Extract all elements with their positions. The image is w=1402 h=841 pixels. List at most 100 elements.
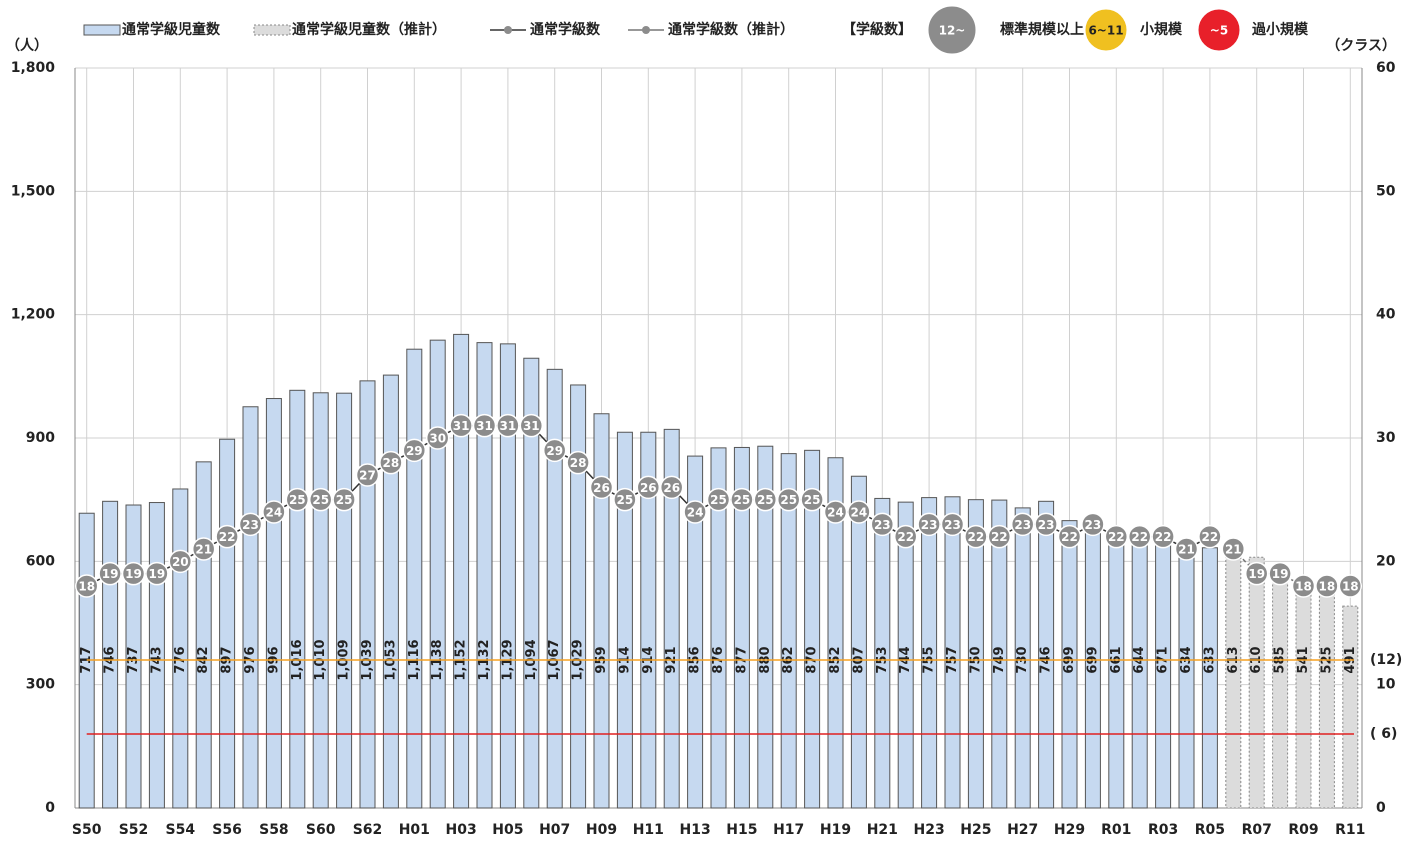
bar <box>663 428 680 809</box>
point-label: 31 <box>500 419 517 433</box>
scale-mark: 12~ <box>939 24 966 38</box>
bar <box>289 389 306 809</box>
bar <box>499 343 516 809</box>
bar <box>406 348 423 809</box>
x-tick-label: S62 <box>353 822 383 838</box>
point <box>145 561 169 586</box>
point-label: 31 <box>476 419 493 433</box>
point-label: 25 <box>617 493 634 507</box>
bar <box>687 455 704 809</box>
point <box>425 426 450 450</box>
x-tick-label: S52 <box>119 822 149 838</box>
x-tick-label: H27 <box>1007 822 1038 838</box>
bar <box>476 342 493 809</box>
y2-tick-label: 20 <box>1376 553 1396 569</box>
y2-axis-label: （クラス） <box>1326 38 1396 54</box>
bar <box>593 413 610 809</box>
point <box>121 561 146 586</box>
bar <box>1131 542 1148 809</box>
point <box>496 413 520 438</box>
scale-label: 小規模 <box>1140 21 1183 38</box>
bar <box>265 398 282 809</box>
point <box>589 475 614 500</box>
bar <box>1318 591 1335 809</box>
point-label: 21 <box>1178 543 1195 557</box>
point-label: 19 <box>149 567 166 581</box>
point <box>1174 537 1199 561</box>
point-label: 23 <box>921 518 938 532</box>
bar <box>312 392 329 809</box>
x-tick-label: R11 <box>1335 822 1365 838</box>
bar <box>757 445 774 809</box>
point <box>893 524 918 549</box>
y-tick-label: 1,800 <box>11 60 56 76</box>
x-tick-label: S56 <box>212 822 242 838</box>
legend-label: 通常学級児童数（推計） <box>292 21 446 38</box>
y2-tick-label: 30 <box>1376 430 1396 446</box>
point-label: 25 <box>757 493 774 507</box>
point <box>964 524 988 549</box>
point-label: 19 <box>102 567 119 581</box>
point-label: 22 <box>991 530 1008 544</box>
x-tick-label: H19 <box>820 822 851 838</box>
x-tick-label: H17 <box>773 822 804 838</box>
point <box>1104 524 1129 549</box>
point <box>1244 561 1269 586</box>
y-tick-label: 0 <box>45 800 55 816</box>
y-tick-label: 300 <box>26 677 55 693</box>
legend-label: 通常学級数（推計） <box>668 21 794 38</box>
point <box>1081 512 1105 537</box>
point-label: 24 <box>266 506 283 520</box>
bar <box>616 431 633 809</box>
bar <box>804 449 821 809</box>
bar <box>523 357 540 809</box>
point-label: 25 <box>336 493 353 507</box>
point <box>519 413 544 438</box>
y2-tick-label: 60 <box>1376 60 1396 76</box>
x-tick-label: R07 <box>1242 822 1272 838</box>
bar <box>429 339 446 809</box>
x-tick-label: H25 <box>960 822 991 838</box>
bar <box>1225 555 1242 809</box>
x-tick-label: S60 <box>306 822 336 838</box>
x-tick-label: R01 <box>1101 822 1131 838</box>
y2-tick-label: 50 <box>1376 183 1396 199</box>
point-label: 22 <box>968 530 985 544</box>
point-label: 19 <box>125 567 142 581</box>
point <box>1057 524 1082 549</box>
scale-mark: 6~11 <box>1088 24 1123 38</box>
point-label: 28 <box>383 456 400 470</box>
point <box>74 574 99 598</box>
point <box>940 512 965 537</box>
point-label: 29 <box>546 444 563 458</box>
point <box>1291 574 1316 598</box>
point <box>449 413 473 438</box>
y-tick-label: 600 <box>26 553 55 569</box>
bar <box>967 499 984 809</box>
legend-label: 通常学級数 <box>530 21 601 38</box>
point-label: 18 <box>78 580 95 594</box>
point <box>706 487 731 512</box>
y2-tick-label: 0 <box>1376 800 1386 816</box>
bar <box>382 374 399 809</box>
x-tick-label: R03 <box>1148 822 1178 838</box>
x-tick-label: H05 <box>492 822 523 838</box>
point-label: 26 <box>663 481 680 495</box>
bar <box>195 461 212 809</box>
bar <box>570 384 587 809</box>
point-label: 24 <box>851 506 868 520</box>
point <box>870 512 895 537</box>
point-label: 18 <box>1295 580 1312 594</box>
point-label: 25 <box>710 493 727 507</box>
point-label: 28 <box>570 456 587 470</box>
point-label: 27 <box>359 469 376 483</box>
point <box>355 463 380 487</box>
y-tick-label: 1,500 <box>11 183 56 199</box>
point-label: 23 <box>944 518 961 532</box>
point <box>1034 512 1058 537</box>
point <box>262 500 286 524</box>
reference-label: ( 6) <box>1370 726 1397 742</box>
point-label: 22 <box>1108 530 1125 544</box>
point-label: 29 <box>406 444 423 458</box>
